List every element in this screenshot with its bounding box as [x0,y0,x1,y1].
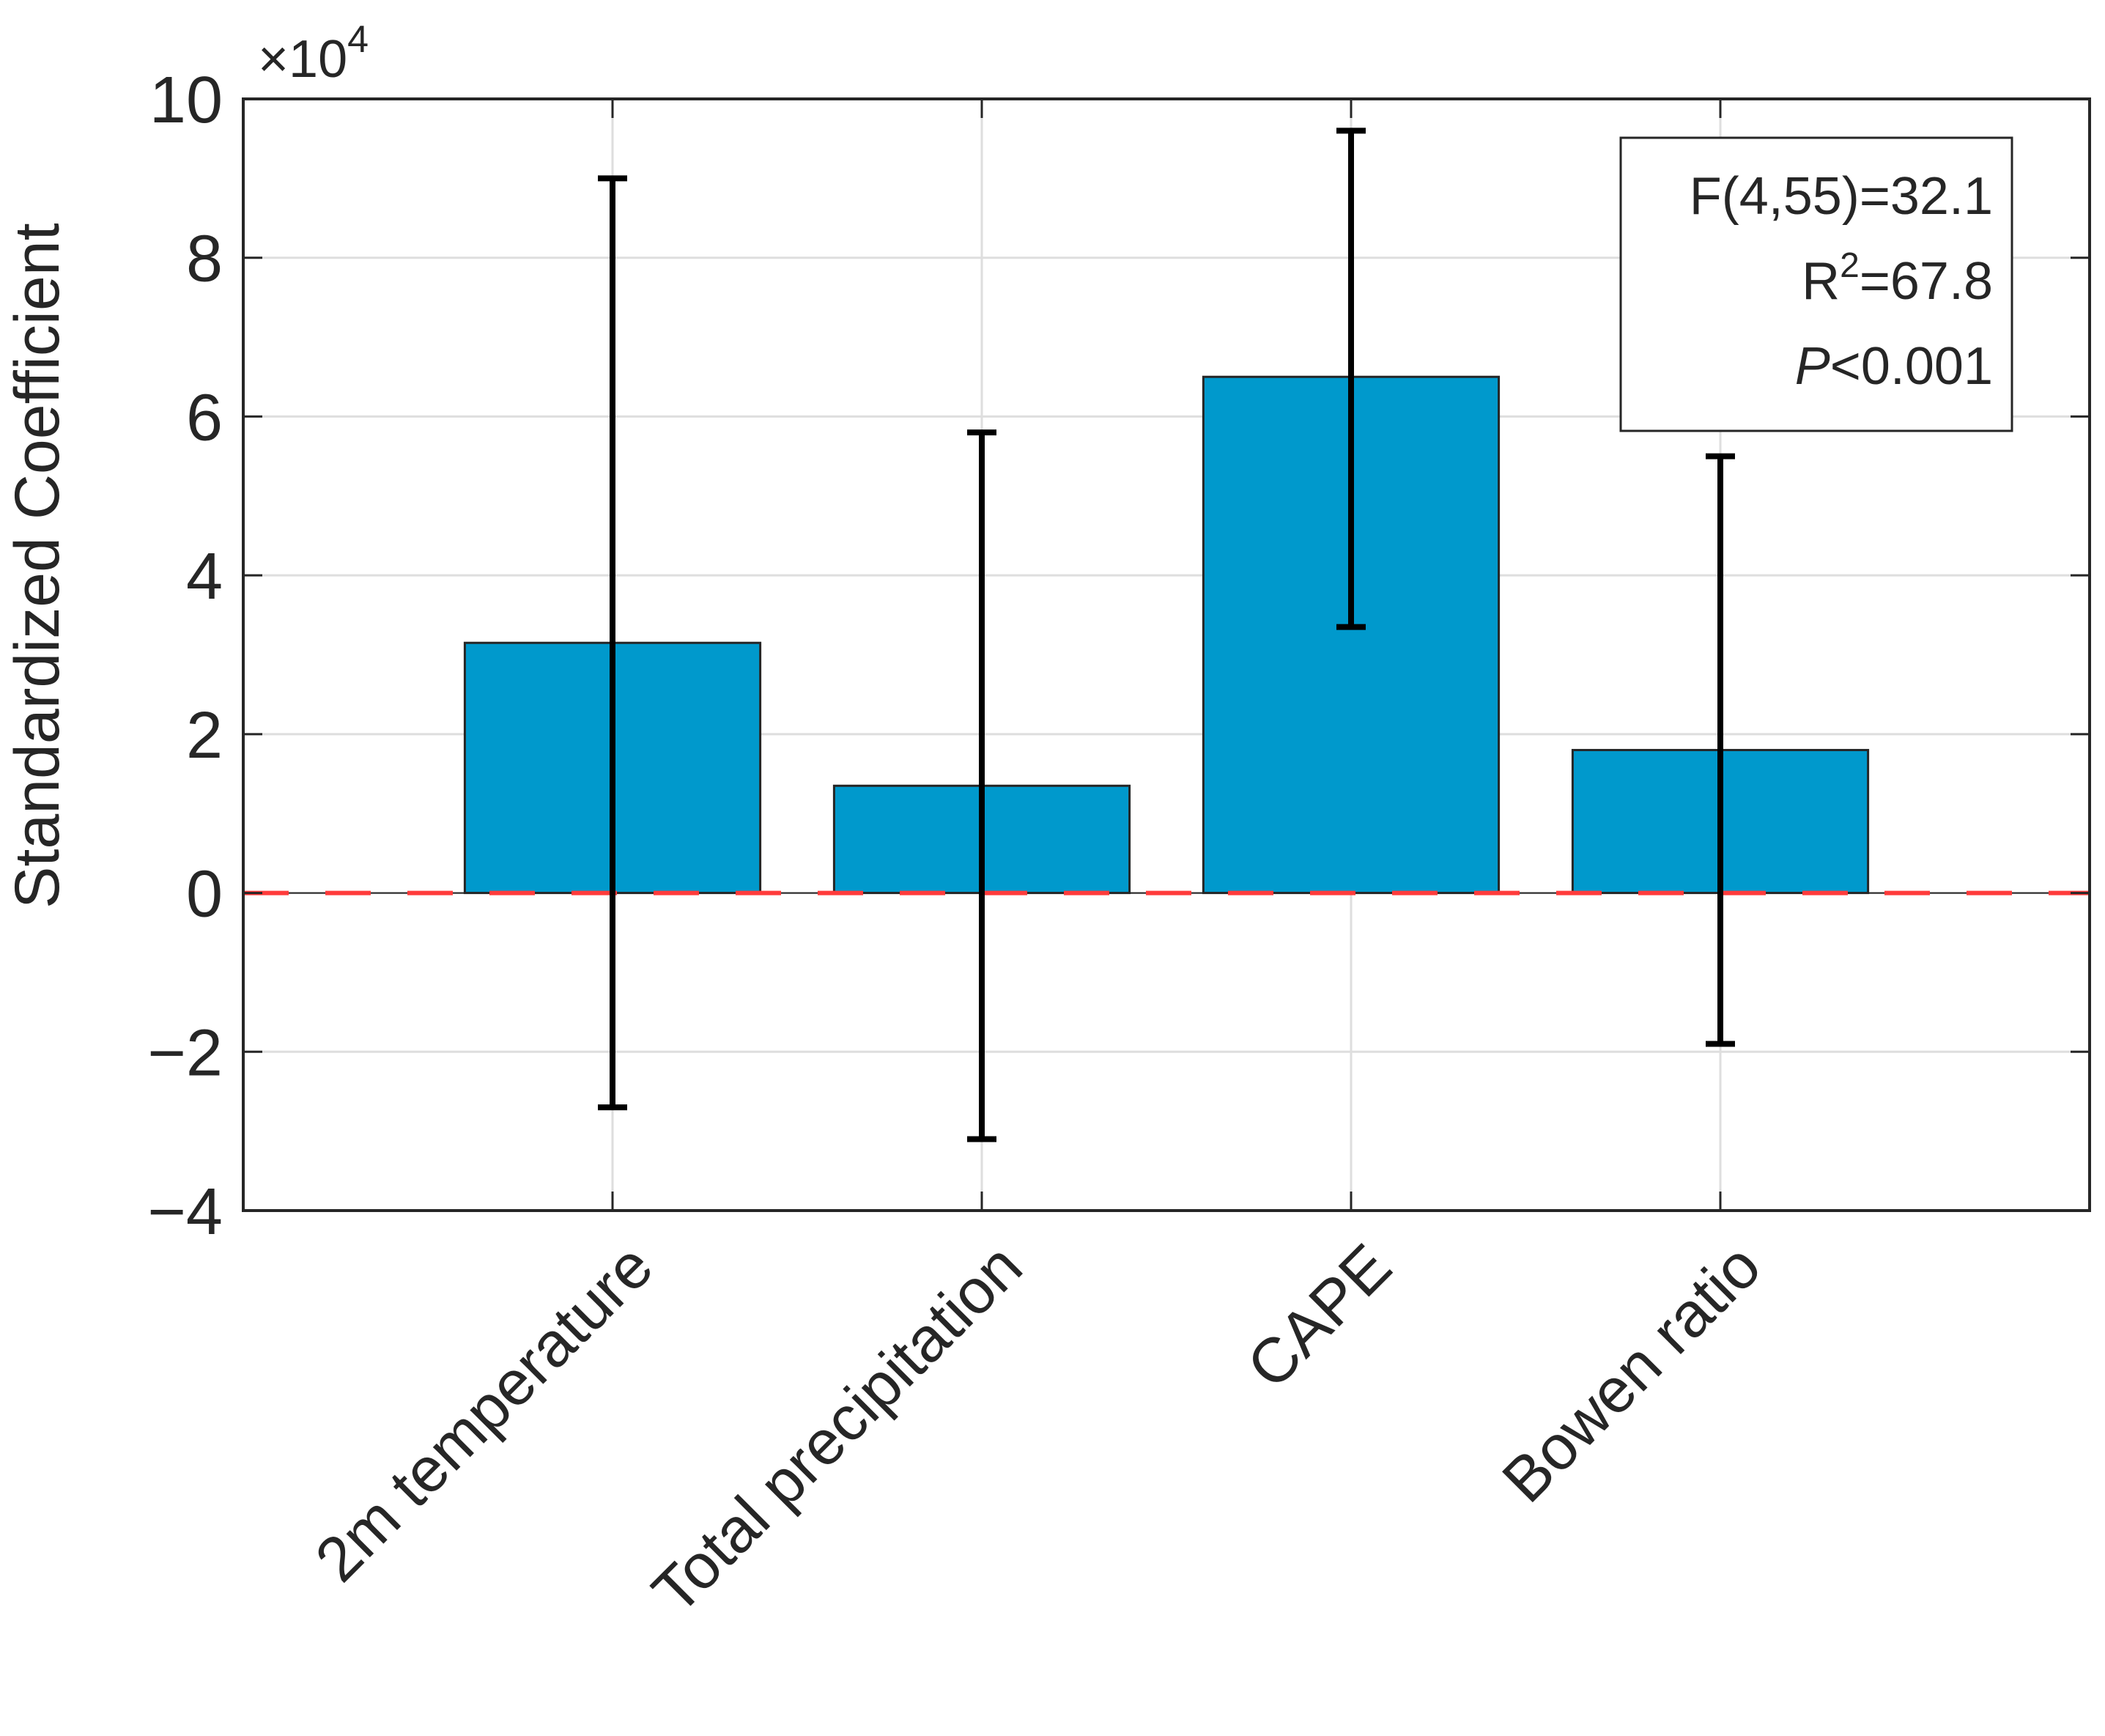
error-bar [1706,453,1735,1047]
p-symbol: P [1795,337,1830,396]
y-tick-labels: −4 −2 0 2 4 6 8 10 [147,64,223,1249]
y-exponent-label: ×104 [258,18,369,89]
y-tick-label: 2 [186,699,223,772]
y-tick-label: 6 [186,381,223,454]
y-tick-label: −4 [147,1175,223,1249]
r2-power: 2 [1840,246,1860,285]
error-bar [967,429,996,1142]
error-bars [598,128,1735,1142]
r-squared: R2=67.8 [1802,246,1993,311]
axes-frame [242,97,2091,1212]
f-statistic: F(4,55)=32.1 [1690,167,1993,226]
stats-box-frame [1619,136,2013,432]
error-bar [598,175,627,1111]
stats-legend-box: F(4,55)=32.1 R2=67.8 P<0.001 [1619,136,2013,432]
y-tick-label: 0 [186,858,223,931]
p-value: P<0.001 [1795,337,1993,396]
y-tick-label: 10 [149,64,223,137]
y-tick-label: −2 [147,1016,223,1090]
r2-prefix: R [1802,252,1840,311]
error-bar [1336,128,1366,630]
y-exponent-power: 4 [347,18,369,61]
p-value-text: <0.001 [1830,337,1993,396]
axis-ticks [243,97,2090,1212]
y-tick-label: 4 [186,540,223,613]
y-tick-label: 8 [186,223,223,296]
y-exponent-base: ×10 [258,30,347,89]
y-axis-label: Standardized Coefficient [2,223,73,909]
r2-value: =67.8 [1860,252,1993,311]
